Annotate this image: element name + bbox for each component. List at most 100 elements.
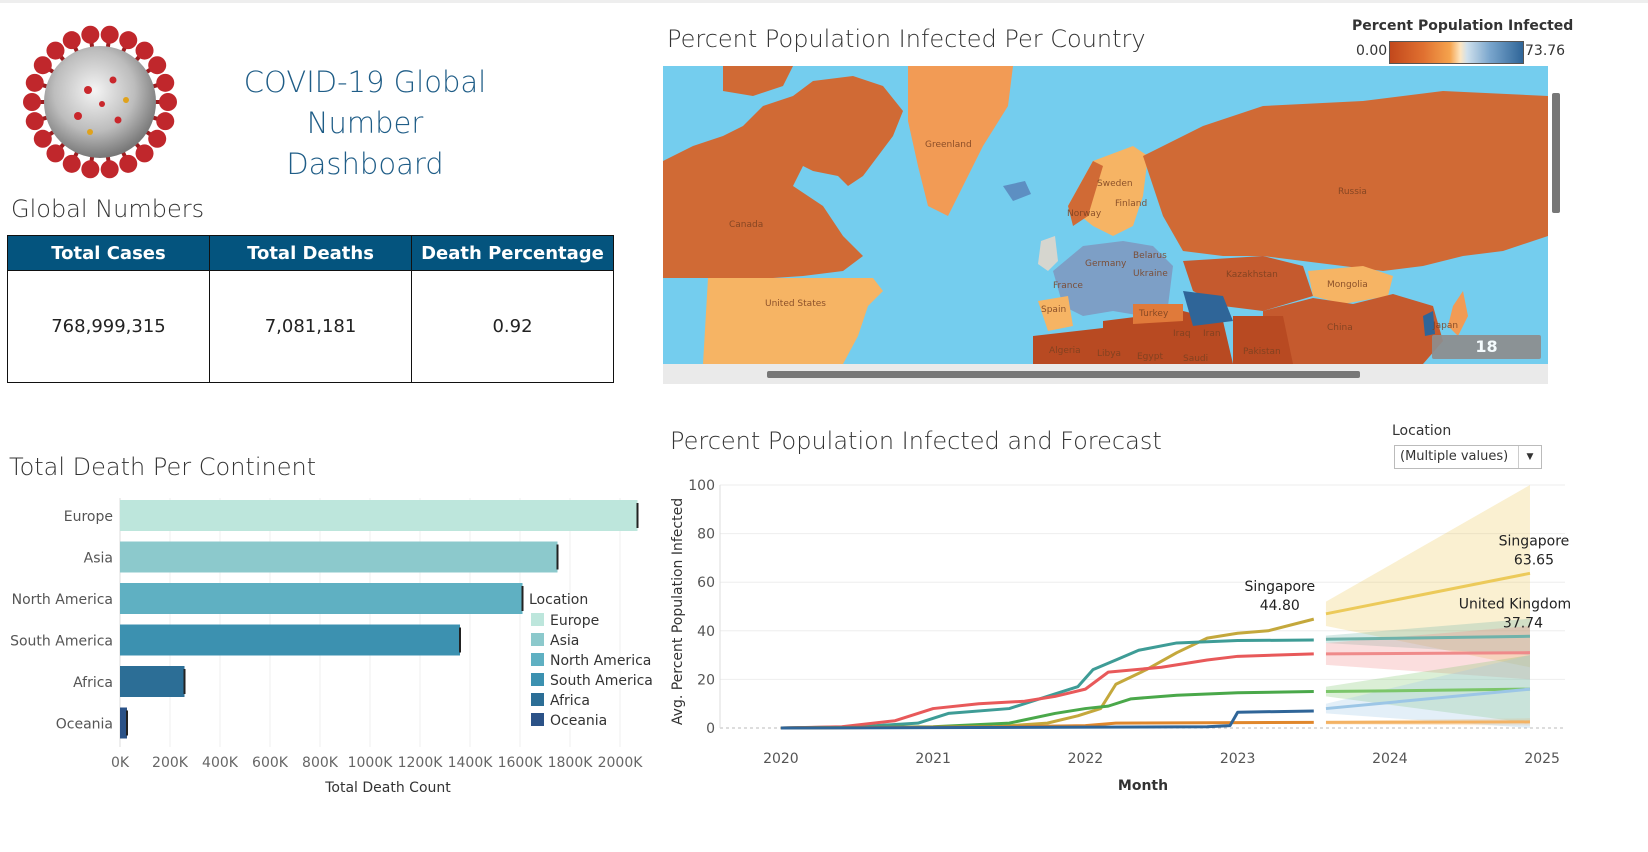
- bar-north-america: [120, 583, 523, 614]
- continent-chart-title: Total Death Per Continent: [9, 453, 317, 481]
- region-north-africa[interactable]: [1033, 328, 1123, 364]
- country-mongolia[interactable]: [1308, 266, 1393, 304]
- x-tick-label: 2022: [1068, 751, 1104, 767]
- series-line: [780, 709, 1314, 730]
- y-axis-title: Avg. Percent Population Infected: [670, 498, 686, 725]
- y-tick-label: 60: [697, 575, 715, 591]
- x-tick-label: 400K: [202, 755, 239, 771]
- map-label-libya: Libya: [1097, 349, 1121, 359]
- x-tick-label: 2023: [1220, 751, 1256, 767]
- country-canada[interactable]: [663, 76, 903, 278]
- virus-spike: [46, 41, 65, 60]
- top-border: [0, 0, 1648, 3]
- header-death-percentage: Death Percentage: [411, 235, 614, 271]
- virus-spike: [156, 73, 175, 92]
- x-tick-label: 2025: [1524, 751, 1560, 767]
- virus-spike: [100, 160, 119, 179]
- country-south-korea[interactable]: [1423, 311, 1435, 336]
- header-total-deaths: Total Deaths: [209, 235, 412, 271]
- map-label-china: China: [1327, 323, 1353, 333]
- virus-spike: [33, 56, 52, 75]
- coronavirus-illustration: [23, 25, 177, 179]
- x-tick-label: 1000K: [348, 755, 394, 771]
- bar-europe: [120, 500, 638, 531]
- bar-category-label: South America: [10, 634, 113, 650]
- map-country-labels: Greenland Canada United States Russia Ka…: [729, 140, 1458, 364]
- map-label-france: France: [1053, 281, 1083, 291]
- value-total-cases: 768,999,315: [7, 270, 210, 383]
- country-norway[interactable]: [1068, 161, 1103, 226]
- legend-item: Europe: [550, 613, 599, 629]
- forecast-line: [1325, 651, 1530, 656]
- country-china[interactable]: [1263, 294, 1443, 364]
- country-turkey[interactable]: [1133, 304, 1183, 324]
- world-map-svg[interactable]: Greenland Canada United States Russia Ka…: [663, 66, 1548, 364]
- region-western-europe[interactable]: [1053, 241, 1173, 316]
- x-tick-label: 800K: [302, 755, 339, 771]
- bar-category-label: Africa: [73, 675, 113, 691]
- legend-swatch: [531, 633, 544, 646]
- map-label-saudi: Saudi: [1183, 354, 1208, 364]
- unknown-badge[interactable]: 18 unknown: [1432, 335, 1541, 380]
- bar-oceania: [120, 707, 127, 739]
- y-tick-label: 100: [688, 478, 715, 494]
- map-label-kazakhstan: Kazakhstan: [1226, 270, 1278, 280]
- map-label-canada: Canada: [729, 220, 763, 230]
- global-numbers-table: Total Cases Total Deaths Death Percentag…: [7, 235, 614, 383]
- virus-spike: [25, 73, 44, 92]
- country-uk[interactable]: [1038, 236, 1058, 271]
- x-tick-label: 200K: [152, 755, 189, 771]
- country-japan[interactable]: [1448, 291, 1468, 336]
- value-total-deaths: 7,081,181: [209, 270, 412, 383]
- map-label-turkey: Turkey: [1138, 309, 1169, 319]
- value-death-percentage: 0.92: [411, 270, 614, 383]
- location-filter-dropdown[interactable]: (Multiple values) ▼: [1394, 445, 1542, 469]
- virus-spike: [159, 93, 177, 111]
- map-legend-max: 73.76: [1525, 43, 1566, 59]
- bar-africa: [120, 666, 185, 697]
- map-title: Percent Population Infected Per Country: [667, 25, 1146, 53]
- forecast-line: [1325, 687, 1531, 711]
- country-russia[interactable]: [1143, 91, 1548, 271]
- country-united-states[interactable]: [703, 278, 883, 364]
- virus-spike: [119, 31, 138, 50]
- virus-spike: [148, 56, 167, 75]
- virus-spike: [62, 154, 81, 173]
- map-legend-title: Percent Population Infected: [1352, 18, 1574, 34]
- forecast-line: [1325, 571, 1531, 616]
- annotation-label: Singapore: [1244, 579, 1315, 595]
- map-label-norway: Norway: [1067, 209, 1102, 219]
- map-color-legend: [1389, 41, 1524, 64]
- country-iceland[interactable]: [1003, 181, 1031, 201]
- country-spain[interactable]: [1038, 296, 1073, 331]
- country-canada-islands[interactable]: [723, 66, 793, 96]
- legend-item: Oceania: [550, 713, 607, 729]
- chevron-down-icon[interactable]: ▼: [1518, 446, 1541, 468]
- virus-spike: [81, 25, 100, 44]
- annotation-label: Singapore: [1499, 533, 1570, 549]
- world-map[interactable]: Greenland Canada United States Russia Ka…: [663, 66, 1548, 364]
- location-filter-value: (Multiple values): [1400, 449, 1509, 464]
- x-tick-label: 2021: [915, 751, 951, 767]
- forecast-confidence-band: [1325, 485, 1530, 668]
- map-label-finland: Finland: [1115, 199, 1147, 209]
- legend-swatch: [531, 673, 544, 686]
- country-greenland[interactable]: [908, 66, 1013, 216]
- forecast-chart-title: Percent Population Infected and Forecast: [670, 427, 1162, 455]
- y-tick-label: 20: [697, 672, 715, 688]
- map-horizontal-scrollbar-thumb[interactable]: [767, 371, 1360, 378]
- legend-swatch: [531, 653, 544, 666]
- location-filter-label: Location: [1392, 423, 1452, 439]
- bar-south-america: [120, 624, 460, 656]
- forecast-line: [1325, 687, 1530, 694]
- country-georgia-region[interactable]: [1183, 291, 1233, 326]
- forecast-line-chart: 0 20 40 60 80 100 2020 2021 2022 2023 2024 2025 Mont…: [670, 478, 1571, 794]
- map-label-germany: Germany: [1085, 259, 1127, 269]
- map-label-pakistan: Pakistan: [1243, 347, 1281, 357]
- dashboard-title: COVID-19 Global Number Dashboard: [185, 62, 545, 185]
- table-row: 768,999,315 7,081,181 0.92: [7, 270, 614, 383]
- country-pakistan[interactable]: [1233, 316, 1293, 364]
- series-line-singapore: [780, 617, 1315, 730]
- map-label-sweden: Sweden: [1097, 179, 1133, 189]
- map-vertical-scrollbar-thumb[interactable]: [1552, 93, 1560, 213]
